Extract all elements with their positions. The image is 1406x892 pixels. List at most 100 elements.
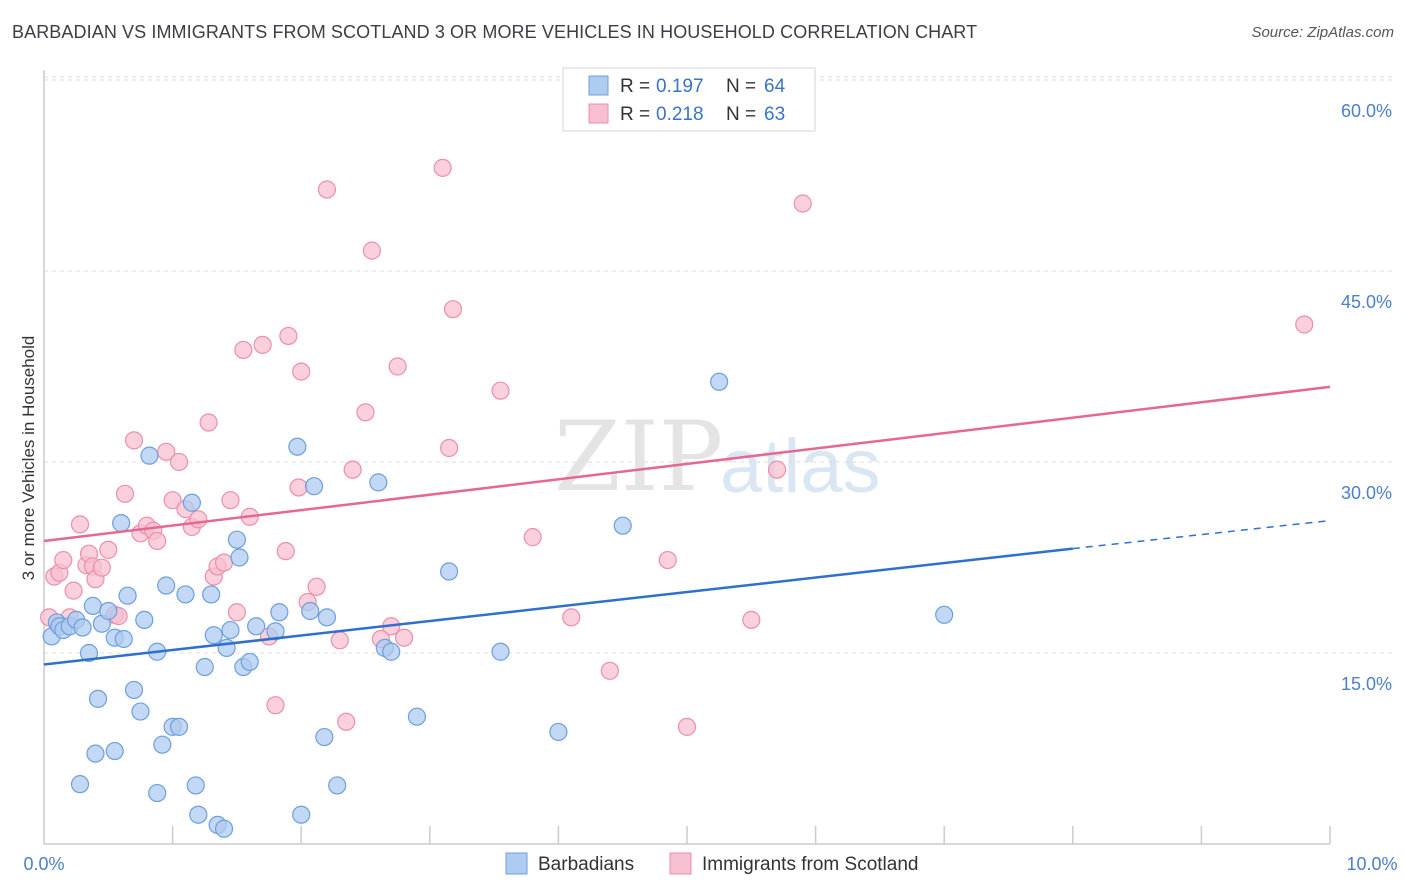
y-tick-label-15: 15.0% (1341, 674, 1392, 694)
barbadians-point-18 (135, 610, 154, 629)
immigrants-point-65 (793, 194, 812, 213)
immigrants-point-53 (394, 628, 414, 647)
barbadians-point-6 (73, 618, 92, 637)
trend-lines (43, 385, 1331, 666)
immigrants-point-47 (343, 460, 362, 479)
x-tick-label-max: 10.0% (1346, 854, 1397, 874)
barbadians-point-30 (202, 585, 221, 604)
legend-r-label-1: R = (620, 76, 650, 97)
immigrants-point-3 (54, 550, 73, 570)
immigrants-point-16 (124, 431, 144, 450)
y-axis-label: 3 or more Vehicles in Household (19, 336, 38, 581)
immigrants-point-55 (439, 438, 459, 458)
immigrants-point-63 (742, 610, 761, 629)
series-immigrants-from-scotland (40, 158, 1314, 736)
barbadians-point-37 (230, 548, 249, 567)
barbadians-point-17 (131, 702, 150, 721)
immigrants-point-30 (214, 553, 234, 572)
x-tick-label-min: 0.0% (23, 854, 64, 874)
barbadians-point-36 (227, 530, 246, 549)
barbadians-point-27 (186, 776, 205, 795)
immigrants-point-64 (767, 460, 787, 479)
barbadians-point-48 (317, 608, 337, 627)
legend-n-label-1: N = (726, 76, 756, 97)
barbadians-point-9 (88, 689, 108, 708)
barbadians-point-24 (169, 717, 189, 736)
series-barbadians (42, 372, 954, 838)
immigrants-point-59 (562, 608, 581, 627)
legend-label-immigrants: Immigrants from Scotland (702, 854, 918, 875)
barbadians-point-16 (124, 680, 144, 700)
immigrants-point-57 (491, 381, 510, 400)
immigrants-point-33 (234, 340, 253, 360)
immigrants-point-60 (600, 661, 619, 680)
immigrants-point-58 (523, 528, 542, 547)
immigrants-point-20 (148, 531, 167, 551)
immigrants-point-45 (330, 631, 349, 650)
barbadians-point-34 (217, 638, 236, 658)
legend-r-label-2: R = (620, 104, 650, 125)
immigrants-point-11 (92, 558, 111, 577)
barbadians-point-63 (148, 783, 167, 803)
immigrants-point-43 (307, 577, 326, 596)
immigrants-point-12 (99, 540, 118, 559)
barbadians-point-45 (301, 601, 320, 621)
barbadians-point-33 (214, 819, 234, 838)
legend-label-barbadians: Barbadians (538, 854, 634, 875)
barbadians-point-22 (157, 576, 176, 595)
barbadians-point-28 (189, 805, 208, 824)
trend-line-barbadians (43, 547, 1073, 666)
barbadians-point-39 (240, 652, 259, 672)
barbadians-point-40 (247, 617, 266, 636)
immigrants-point-5 (64, 581, 83, 600)
immigrants-point-15 (115, 484, 135, 503)
y-tick-labels: 15.0% 30.0% 45.0% 60.0% (1341, 101, 1392, 694)
barbadians-point-57 (613, 516, 632, 535)
immigrants-point-31 (221, 491, 240, 510)
barbadians-point-14 (114, 629, 133, 649)
legend-swatch-pink (588, 103, 609, 124)
barbadians-point-41 (266, 622, 285, 641)
trend-line-barbadians-extension (1072, 519, 1331, 550)
barbadians-point-15 (118, 586, 137, 605)
immigrants-point-61 (658, 550, 677, 570)
watermark-zip: ZIP (554, 401, 723, 513)
barbadians-point-62 (105, 741, 124, 761)
immigrants-point-41 (292, 362, 311, 381)
immigrants-point-6 (70, 515, 90, 534)
immigrants-point-39 (279, 326, 298, 346)
barbadians-point-35 (221, 620, 240, 640)
legend-r-value-1: 0.197 (656, 76, 704, 97)
chart-title: BARBADIAN VS IMMIGRANTS FROM SCOTLAND 3 … (12, 22, 978, 42)
y-tick-label-30: 30.0% (1341, 483, 1392, 503)
immigrants-point-49 (362, 241, 382, 260)
legend-n-label-2: N = (726, 104, 756, 125)
barbadians-point-56 (549, 722, 568, 742)
barbadians-point-19 (140, 446, 159, 465)
immigrants-point-56 (443, 300, 463, 319)
immigrants-point-52 (388, 357, 407, 376)
immigrants-point-46 (337, 712, 356, 731)
y-tick-label-60: 60.0% (1341, 101, 1392, 121)
barbadians-point-52 (382, 642, 401, 661)
barbadians-point-43 (288, 437, 307, 456)
y-tick-label-45: 45.0% (1341, 292, 1392, 312)
immigrants-point-26 (189, 510, 208, 529)
barbadians-point-50 (369, 473, 388, 492)
barbadians-point-53 (407, 707, 427, 726)
series-legend: Barbadians Immigrants from Scotland (505, 852, 918, 875)
immigrants-point-48 (356, 403, 375, 422)
immigrants-point-38 (276, 542, 295, 561)
barbadians-point-26 (182, 493, 201, 512)
immigrants-point-37 (266, 696, 285, 715)
barbadians-point-58 (710, 372, 729, 391)
immigrants-point-66 (1295, 315, 1314, 334)
x-ticks (171, 826, 1331, 844)
barbadians-point-42 (270, 603, 289, 622)
barbadians-point-29 (195, 657, 214, 677)
gridlines (44, 76, 1392, 654)
barbadians-point-13 (112, 514, 131, 533)
legend-n-value-1: 64 (764, 76, 786, 97)
immigrants-point-32 (227, 603, 246, 622)
barbadians-point-59 (935, 605, 954, 624)
